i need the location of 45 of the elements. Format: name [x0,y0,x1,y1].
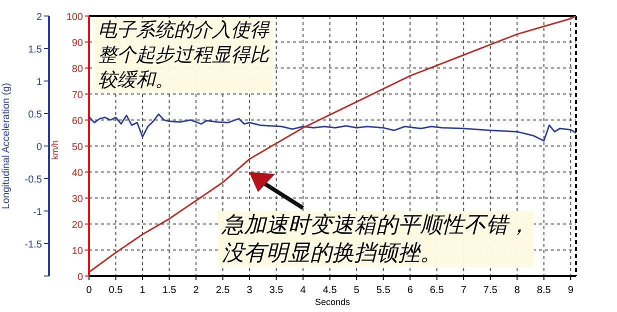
x-tick-label: 7 [460,285,467,296]
y2-axis-title: km/h [50,140,60,160]
y2-tick-label: 100 [66,12,84,23]
x-axis-title: Seconds [314,297,351,307]
y-tick-label: 2 [36,12,42,23]
y-tick-label: 1.5 [28,44,42,56]
y-tick-label: -1.5 [24,240,42,250]
x-tick-label: 3 [246,285,253,296]
x-tick-label: 0 [86,285,92,296]
x-tick-label: 2 [193,285,200,296]
x-tick-label: 6 [407,285,414,296]
x-tick-label: 6.5 [430,285,444,296]
y2-tick-label: 70 [72,90,84,101]
y-axis-title: Longitudinal Acceleration (g) [1,82,12,210]
x-tick-label: 9 [568,285,574,296]
x-tick-label: 5.5 [376,285,391,296]
y2-tick-label: 80 [72,64,84,75]
x-tick-label: 8 [514,285,520,296]
line-series [88,15,577,273]
y2-tick-label: 10 [72,246,84,257]
x-tick-label: 8.5 [536,285,552,296]
y2-tick-label: 90 [72,38,84,49]
annotation: 电子系统的介入使得整个起步过程显得比较缓和。 [98,19,271,91]
line-series [88,113,577,142]
x-tick-label: 5 [354,285,360,296]
y-tick-label: 0.5 [28,110,42,120]
x-tick-label: 2.5 [216,285,230,296]
x-tick-label: 3.5 [269,285,284,296]
y2-tick-label: 50 [72,142,84,153]
x-tick-label: 7.5 [483,285,498,296]
y-tick-label: 0 [36,142,42,153]
x-tick-label: 0.5 [108,285,124,296]
y2-tick-label: 20 [72,220,84,231]
y-tick-label: 1 [36,77,42,88]
y2-tick-label: 60 [72,116,84,127]
y-tick-label: -1 [33,207,42,218]
x-tick-label: 1.5 [162,285,177,296]
y2-tick-label: 30 [72,194,84,205]
x-tick-label: 4 [300,285,306,296]
annotation: 急加速时变速箱的平顺性不错，没有明显的换挡顿挫。 [221,213,530,266]
y2-tick-label: 40 [72,168,84,179]
x-tick-label: 4.5 [322,285,338,296]
y-tick-label: -0.5 [24,174,42,186]
y2-tick-label: 0 [77,272,84,283]
x-tick-label: 1 [140,285,146,296]
